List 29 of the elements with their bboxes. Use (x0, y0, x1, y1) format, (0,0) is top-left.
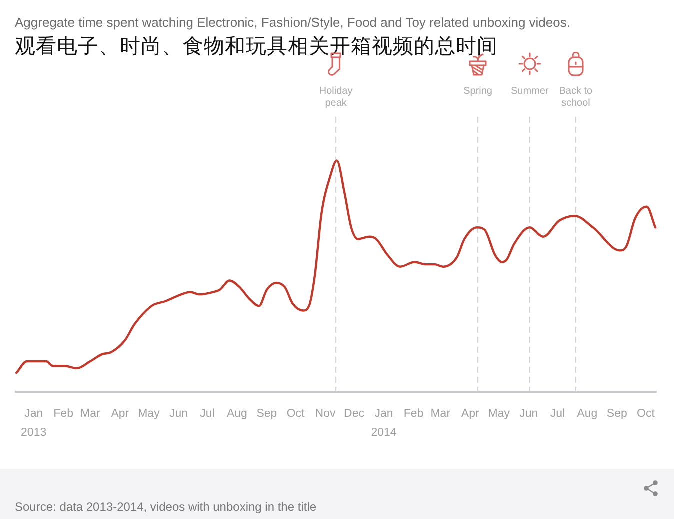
x-tick-label: Sep (256, 408, 278, 420)
ref-line-label: Summer (510, 86, 550, 97)
ref-line-label: Spring (464, 86, 492, 97)
x-tick-label: May (488, 408, 510, 420)
ref-line-label: Holiday peak (319, 86, 353, 109)
source-note: Source: data 2013-2014, videos with unboxing in the title (15, 500, 317, 514)
x-tick-label: Apr (111, 408, 130, 420)
x-tick-label: Oct (637, 408, 656, 420)
x-tick-label: Jul (550, 408, 566, 420)
x-tick-label: Jun (520, 408, 538, 420)
x-tick-label: Aug (226, 408, 248, 420)
x-tick-label: Mar (80, 408, 101, 420)
x-tick-label: Oct (286, 408, 306, 420)
x-tick-label: Jan 2014 (371, 408, 398, 440)
chart-subtitle: 观看电子、时尚、食物和玩具相关开箱视频的总时间 (15, 34, 498, 58)
chart-title: Aggregate time spent watching Electronic, Fashion/Style, Food and Toy related unboxing videos. (15, 15, 570, 30)
x-tick-label: Apr (461, 408, 480, 420)
x-tick-label: Feb (54, 408, 74, 420)
x-tick-label: Sep (606, 408, 628, 420)
x-tick-label: Mar (430, 408, 451, 420)
x-tick-label: Aug (577, 408, 598, 420)
x-tick-label: Nov (315, 408, 336, 420)
ref-line-label: Back to school (559, 86, 594, 109)
x-tick-label: Feb (404, 408, 424, 420)
x-tick-label: Jul (200, 408, 215, 420)
x-tick-label: Dec (344, 408, 365, 420)
x-tick-label: May (138, 408, 160, 420)
x-tick-label: Jun (169, 408, 188, 420)
x-tick-label: Jan 2013 (21, 408, 47, 440)
